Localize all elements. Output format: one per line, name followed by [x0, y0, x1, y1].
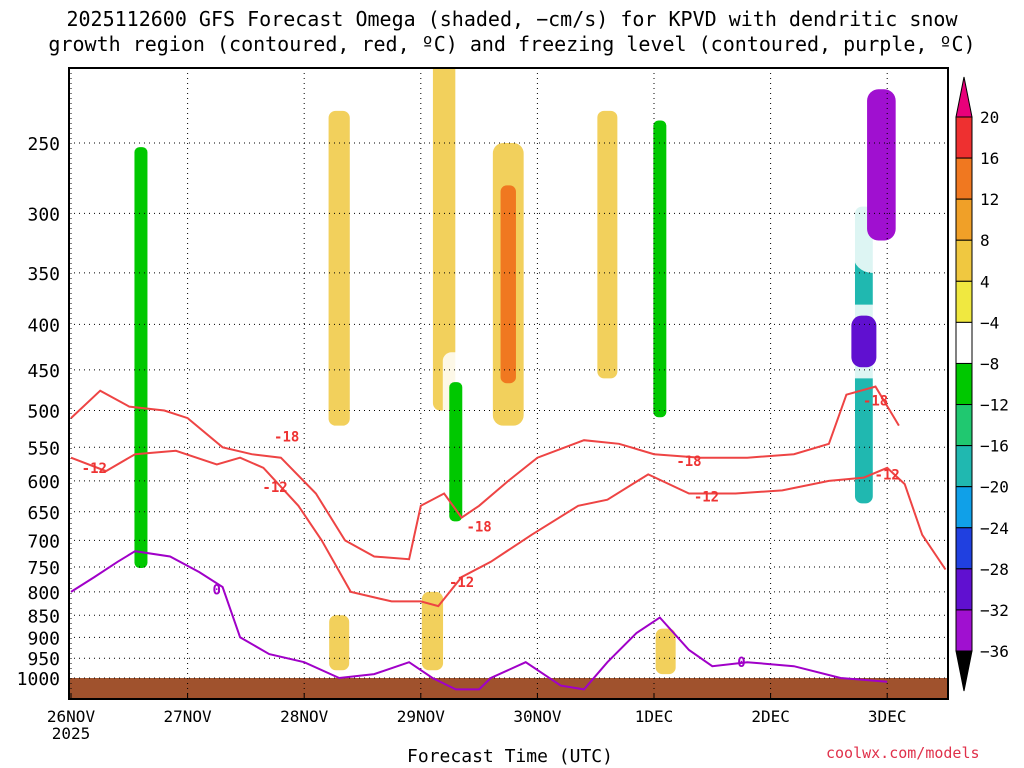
colorbar-tick-label: −8: [980, 354, 999, 373]
contour-label: -18: [274, 430, 299, 446]
contour-label: -18: [466, 519, 491, 535]
colorbar-tick-label: 8: [980, 231, 990, 250]
y-axis: 2503003504004505005506006507007508008509…: [17, 134, 60, 690]
omega-cell: [713, 68, 735, 325]
omega-cell-core: [449, 382, 463, 522]
omega-cell: [329, 615, 350, 671]
y-tick-label: 800: [27, 583, 60, 604]
colorbar-swatch: [955, 445, 973, 488]
colorbar-tick-label: −4: [980, 313, 999, 332]
omega-cell-core: [500, 185, 516, 384]
y-tick-label: 300: [27, 204, 60, 225]
ground-terrain: [69, 678, 948, 699]
contour-label: -12: [875, 467, 900, 483]
omega-cell: [597, 110, 618, 379]
omega-cell-core: [867, 89, 896, 241]
contour-label: -12: [262, 480, 287, 496]
colorbar-tick-label: −24: [980, 519, 1009, 538]
colorbar-tick-label: −28: [980, 560, 1009, 579]
colorbar-swatch: [955, 239, 973, 282]
x-tick-label: 29NOV: [397, 707, 446, 726]
contour-label: -12: [82, 461, 107, 477]
colorbar-swatch: [955, 157, 973, 200]
colorbar-swatch: [955, 527, 973, 570]
credit-link[interactable]: coolwx.com/models: [826, 744, 980, 762]
x-tick-label: 28NOV: [280, 707, 329, 726]
x-year-label: 2025: [52, 724, 91, 743]
contour-label: -18: [676, 454, 701, 470]
contour-label: -12: [694, 490, 719, 506]
x-tick-label: 2DEC: [751, 707, 790, 726]
contour--12: [70, 449, 947, 608]
colorbar-swatch: [955, 404, 973, 447]
x-axis-title: Forecast Time (UTC): [407, 746, 613, 767]
colorbar-swatch: [955, 609, 973, 652]
y-tick-label: 850: [27, 606, 60, 627]
contour-layer: [70, 385, 947, 691]
colorbar-swatch: [955, 321, 973, 364]
colorbar-tick-label: −32: [980, 601, 1009, 620]
colorbar-swatch: [955, 116, 973, 159]
y-tick-label: 400: [27, 315, 60, 336]
y-tick-label: 550: [27, 438, 60, 459]
contour-label: 0: [737, 655, 745, 671]
x-tick-label: 26NOV: [47, 707, 96, 726]
x-tick-label: 30NOV: [513, 707, 562, 726]
omega-cell-core: [134, 147, 148, 569]
y-tick-label: 600: [27, 472, 60, 493]
y-tick-label: 900: [27, 628, 60, 649]
x-tick-label: 3DEC: [868, 707, 907, 726]
contour-label: 0: [213, 582, 221, 598]
plot-frame: [68, 67, 949, 700]
contour-label: -18: [863, 393, 888, 409]
chart-title-line-2: growth region (contoured, red, ºC) and f…: [48, 32, 976, 56]
omega-cell: [234, 143, 258, 541]
x-tick-label: 27NOV: [164, 707, 213, 726]
x-axis: 26NOV 27NOV 28NOV 29NOV 30NOV 1DEC 2DEC 3DEC 202…: [47, 693, 907, 743]
colorbar-tick-label: −12: [980, 396, 1009, 415]
y-tick-label: 750: [27, 558, 60, 579]
colorbar-tick-label: −36: [980, 642, 1009, 661]
contour-0: [70, 550, 888, 691]
contour-labels: -18 -18 -18 -18 -12 -12 -12 -12 -12 0 0: [82, 393, 900, 671]
colorbar-tick-label: −20: [980, 478, 1009, 497]
colorbar-swatch: [955, 568, 973, 611]
omega-cell-core: [653, 120, 667, 418]
colorbar: 20 16 12 8 4 −4 −8 −12 −16 −20 −24 −28 −32 −36: [955, 76, 1009, 692]
y-tick-label: 700: [27, 531, 60, 552]
colorbar-tick-label: −16: [980, 437, 1009, 456]
y-tick-label: 250: [27, 134, 60, 155]
colorbar-swatch: [955, 486, 973, 529]
colorbar-tick-label: 20: [980, 108, 999, 127]
y-tick-label: 500: [27, 402, 60, 423]
omega-shading-layer: [127, 68, 910, 675]
colorbar-swatch: [955, 362, 973, 406]
colorbar-swatch: [955, 280, 973, 323]
y-tick-label: 1000: [17, 669, 60, 690]
omega-cell: [328, 110, 350, 426]
colorbar-tick-label: 16: [980, 149, 999, 168]
colorbar-bottom-arrow: [955, 650, 973, 692]
y-tick-label: 950: [27, 649, 60, 670]
colorbar-top-arrow: [955, 76, 973, 118]
y-tick-label: 450: [27, 361, 60, 382]
grid-lines: [69, 68, 948, 699]
omega-cell: [187, 110, 212, 638]
contour-label: -12: [449, 575, 474, 591]
x-tick-label: 1DEC: [635, 707, 674, 726]
y-tick-label: 350: [27, 264, 60, 285]
contour--18: [70, 385, 900, 561]
colorbar-swatch: [955, 198, 973, 241]
omega-cell-core: [851, 315, 877, 368]
omega-cell: [421, 591, 444, 671]
colorbar-tick-label: 4: [980, 272, 990, 291]
colorbar-tick-label: 12: [980, 190, 999, 209]
y-tick-label: 650: [27, 503, 60, 524]
omega-cell: [655, 628, 676, 675]
chart-title-line-1: 2025112600 GFS Forecast Omega (shaded, −…: [66, 7, 958, 31]
